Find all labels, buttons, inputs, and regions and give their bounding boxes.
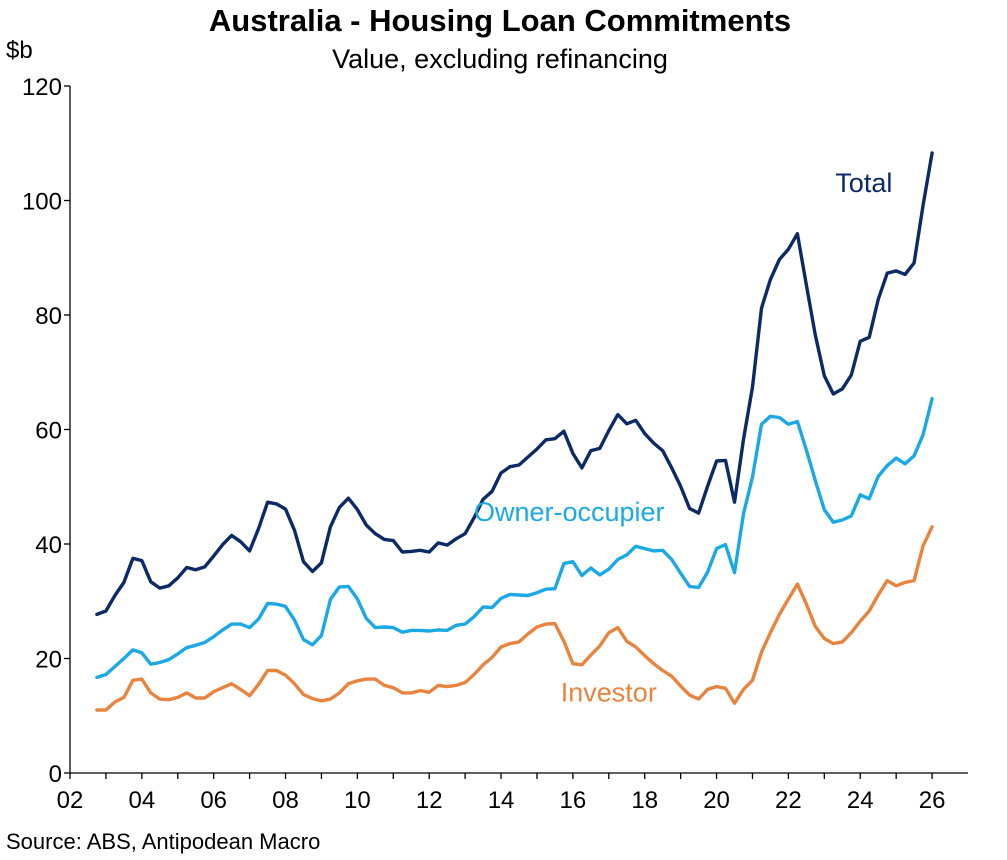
x-tick-label: 26 bbox=[919, 787, 946, 814]
x-tick-label: 04 bbox=[128, 787, 155, 814]
y-tick-label: 120 bbox=[22, 74, 62, 101]
x-tick-label: 06 bbox=[200, 787, 227, 814]
series-label-investor: Investor bbox=[561, 677, 657, 707]
chart-title: Australia - Housing Loan Commitments bbox=[209, 3, 791, 38]
axes: 0 20 40 60 80 100 120 02 04 06 08 10 12 14 16 18 20 22 24 2… bbox=[22, 74, 968, 814]
series-label-owner-occupier: Owner-occupier bbox=[474, 497, 665, 527]
x-tick-label: 24 bbox=[847, 787, 874, 814]
y-tick-label: 60 bbox=[35, 418, 62, 445]
series-line-investor bbox=[95, 525, 934, 712]
x-tick-label: 20 bbox=[703, 787, 730, 814]
y-tick-label: 80 bbox=[35, 303, 62, 330]
series-line-owner-occupier bbox=[95, 396, 934, 680]
series-labels: Total Owner-occupier Investor bbox=[474, 168, 892, 708]
x-tick-label: 14 bbox=[488, 787, 515, 814]
y-tick-label: 20 bbox=[35, 647, 62, 674]
x-tick-label: 08 bbox=[272, 787, 299, 814]
x-tick-label: 18 bbox=[631, 787, 658, 814]
chart-subtitle: Value, excluding refinancing bbox=[332, 44, 668, 74]
x-tick-label: 12 bbox=[416, 787, 443, 814]
x-tick-label: 02 bbox=[57, 787, 84, 814]
x-tick-label: 22 bbox=[775, 787, 802, 814]
x-tick-label: 10 bbox=[344, 787, 371, 814]
y-tick-label: 100 bbox=[22, 189, 62, 216]
source-note: Source: ABS, Antipodean Macro bbox=[6, 829, 320, 854]
series-label-total: Total bbox=[835, 168, 892, 198]
x-tick-label: 16 bbox=[560, 787, 587, 814]
series-lines bbox=[95, 151, 934, 712]
series-line-total bbox=[95, 151, 934, 617]
y-axis-unit-label: $b bbox=[6, 37, 33, 64]
y-tick-label: 40 bbox=[35, 532, 62, 559]
y-tick-label: 0 bbox=[49, 761, 62, 788]
